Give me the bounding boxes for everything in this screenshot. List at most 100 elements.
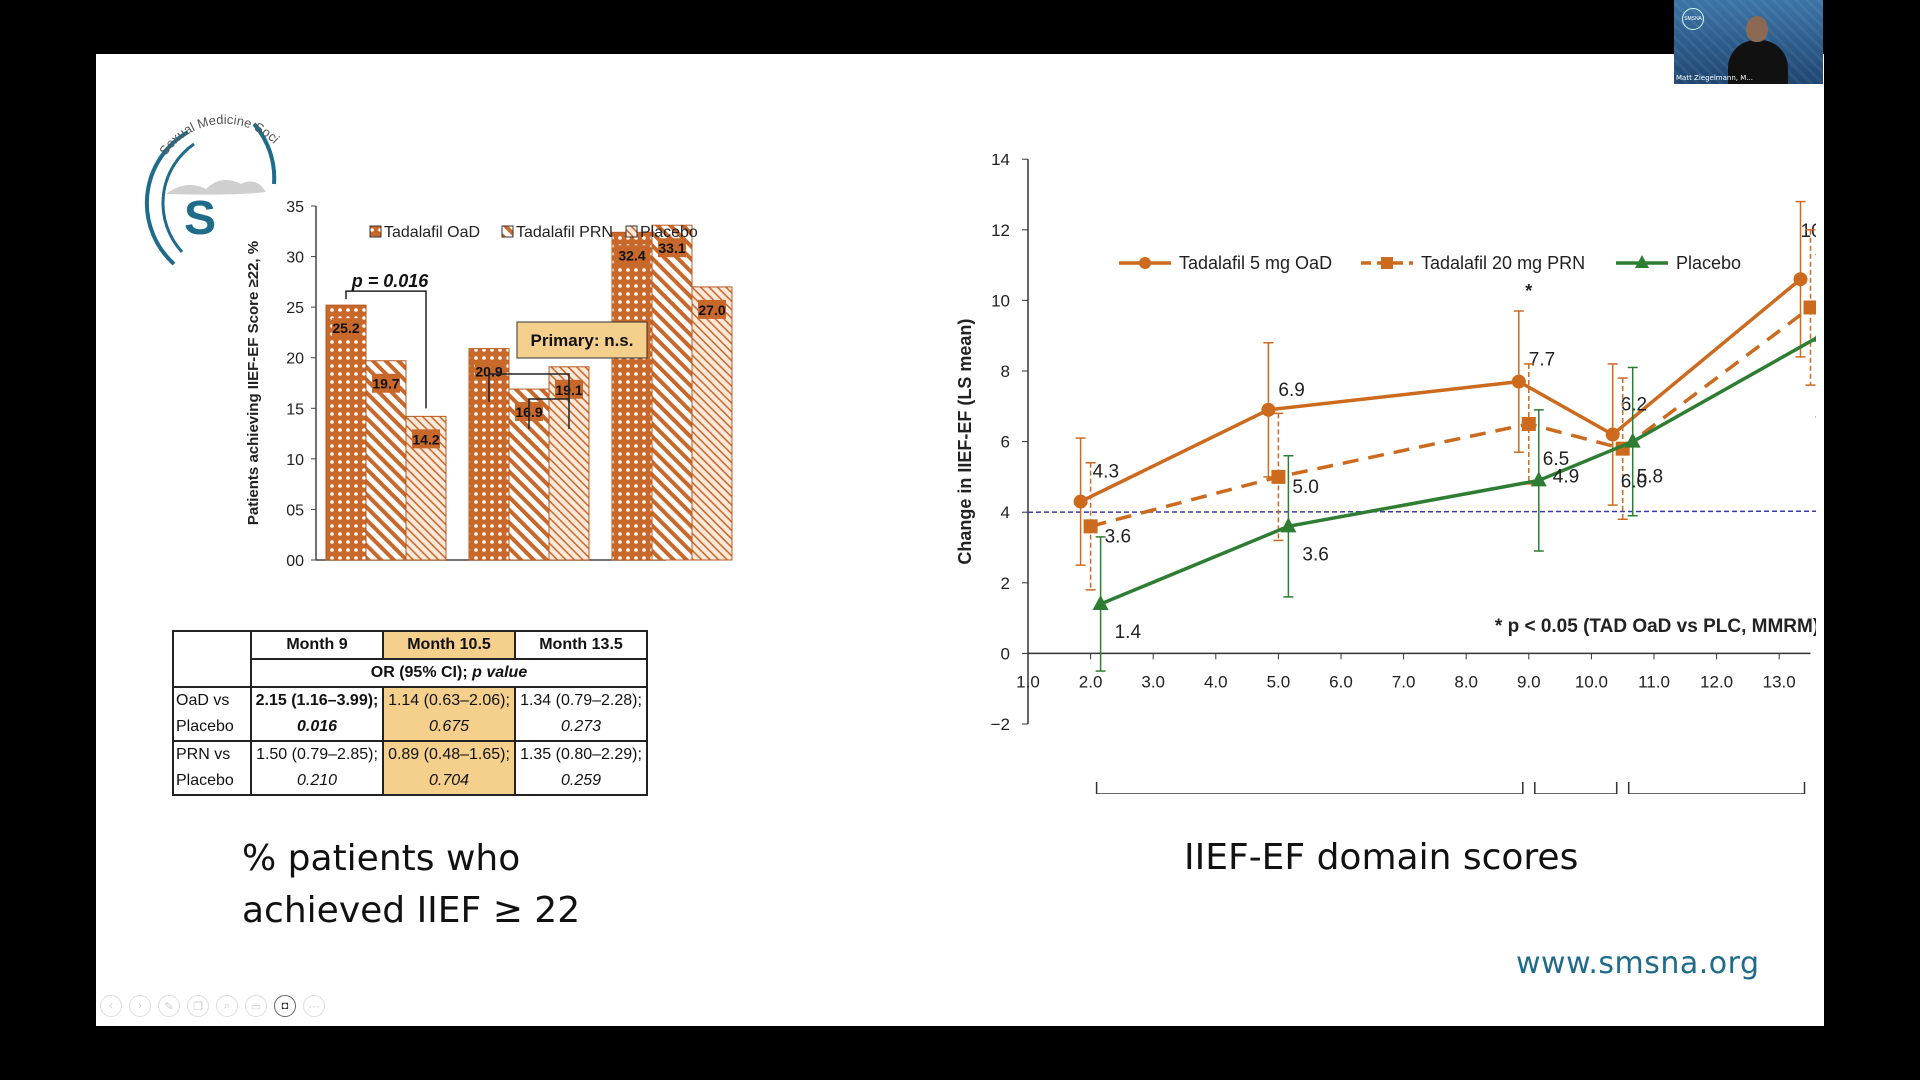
- pen-icon[interactable]: ✎: [158, 995, 180, 1017]
- table-header-month9: Month 9: [250, 630, 384, 660]
- x-tick-label: 4.0: [1204, 672, 1228, 691]
- svg-text:Sexual Medicine Society: Sexual Medicine Society: [126, 84, 283, 158]
- y-tick-label: 4: [1001, 503, 1010, 522]
- point-placebo: [1280, 517, 1297, 533]
- data-label: 7.7: [1529, 350, 1555, 371]
- data-label: 5.0: [1292, 477, 1318, 498]
- table-row: OaD vs Placebo 2.15 (1.16–3.99); 0.016 1.1…: [172, 686, 648, 742]
- y-tick-label: 00: [286, 553, 304, 570]
- bar-value-label: 27.0: [698, 302, 725, 318]
- legend-label: Tadalafil 5 mg OaD: [1179, 253, 1332, 273]
- point-tadalafil-20-mg-prn: [1083, 519, 1098, 534]
- data-label: 6.9: [1278, 380, 1304, 401]
- zoom-icon[interactable]: ⌕: [216, 995, 238, 1017]
- x-tick-label: 2.0: [1079, 672, 1103, 691]
- data-label: 3.6: [1105, 526, 1131, 547]
- legend-marker: [1381, 257, 1393, 269]
- odds-ratio-table: Month 9 Month 10.5 Month 13.5 OR (95% CI…: [172, 630, 648, 796]
- caption-right: IIEF-EF domain scores: [1184, 837, 1579, 878]
- smsna-logo: Sexual Medicine Society S: [126, 84, 283, 266]
- primary-annotation: Primary: n.s.: [531, 331, 634, 350]
- logo-letter: S: [184, 192, 216, 245]
- point-tadalafil-5-mg-oad: [1511, 374, 1526, 389]
- x-tick-label: 6.0: [1329, 672, 1353, 691]
- y-tick-label: 6: [1001, 433, 1010, 452]
- y-axis-title: Patients achieving IIEF-EF Score ≥22, %: [245, 241, 262, 525]
- point-placebo: [1092, 594, 1109, 610]
- pvalue-annotation: p = 0.016: [351, 271, 430, 291]
- bar-value-label: 33.1: [658, 240, 685, 256]
- more-icon[interactable]: ⋯: [303, 995, 325, 1017]
- bar-value-label: 20.9: [475, 364, 502, 380]
- data-label: 1.4: [1115, 622, 1142, 643]
- x-tick-label: 1.0: [1016, 672, 1040, 691]
- bar-label-bg: [698, 299, 726, 319]
- significance-asterisk: *: [1525, 281, 1532, 301]
- data-label: 6.5: [1543, 449, 1569, 470]
- point-placebo: [1530, 471, 1547, 487]
- point-tadalafil-5-mg-oad: [1793, 272, 1808, 287]
- logo-arc-text: Sexual Medicine Society: [126, 84, 283, 158]
- data-label: 10.6: [1801, 221, 1817, 242]
- point-tadalafil-20-mg-prn: [1803, 300, 1816, 315]
- y-tick-label: 10: [286, 452, 304, 469]
- data-label: 6.0: [1621, 472, 1647, 493]
- y-tick-label: 25: [286, 300, 304, 317]
- legend-swatch: [625, 225, 638, 238]
- copy-icon[interactable]: ❐: [187, 995, 209, 1017]
- bar-label-bg: [412, 429, 440, 449]
- smsna-badge-icon: SMSNA: [1682, 8, 1704, 30]
- bar-tadalafil-oad: [325, 304, 367, 561]
- footnote: * p < 0.05 (TAD OaD vs PLC, MMRM): [1495, 616, 1816, 637]
- bar-value-label: 14.2: [412, 431, 439, 447]
- next-icon[interactable]: ›: [129, 995, 151, 1017]
- legend-label: Tadalafil 20 mg PRN: [1421, 253, 1585, 273]
- series-line-tadalafil-5-mg-oad: [1079, 277, 1802, 504]
- series-line-placebo: [1099, 336, 1816, 606]
- data-label: 5.8: [1637, 467, 1663, 488]
- participant-name: Matt Ziegelmann, M...: [1676, 74, 1753, 82]
- x-tick-label: 13.0: [1763, 672, 1796, 691]
- legend-marker: [1635, 255, 1649, 268]
- bar-label-bg: [475, 361, 503, 381]
- legend-marker: [1139, 257, 1151, 269]
- y-tick-label: 0: [1001, 644, 1010, 663]
- legend-label: Tadalafil OaD: [384, 224, 480, 241]
- table-row: PRN vs Placebo 1.50 (0.79–2.85); 0.210 0.8…: [172, 740, 648, 796]
- primary-box: [516, 321, 648, 359]
- point-tadalafil-5-mg-oad: [1605, 427, 1620, 442]
- bar-value-label: 25.2: [332, 320, 359, 336]
- y-tick-label: 2: [1001, 574, 1010, 593]
- legend-swatch: [501, 225, 514, 238]
- secondary-bracket: [528, 398, 570, 429]
- phase-bracket: [1534, 782, 1618, 794]
- y-axis-title: Change in IIEF-EF (LS mean): [955, 319, 975, 565]
- line-chart: −2 0 2 4 6 8 10 12 14 1.0 2.0 3.0 4.0 5.0 6.0 7.0 8.0 9.0…: [955, 154, 1817, 794]
- subtitle-icon[interactable]: ▭: [245, 995, 267, 1017]
- bar-label-bg: [618, 245, 646, 265]
- phase-bracket: [1627, 782, 1806, 794]
- camera-icon[interactable]: ◘: [274, 995, 296, 1017]
- x-tick-label: 8.0: [1454, 672, 1478, 691]
- bar-value-label: 32.4: [618, 247, 645, 263]
- y-tick-label: −2: [991, 715, 1010, 734]
- presentation-slide: Sexual Medicine Society S 00051015202530…: [96, 54, 1824, 1026]
- point-tadalafil-20-mg-prn: [1521, 416, 1536, 431]
- bar-tadalafil-prn: [651, 224, 693, 561]
- presentation-toolbar: ‹ › ✎ ❐ ⌕ ▭ ◘ ⋯: [100, 995, 325, 1017]
- legend-label: Tadalafil PRN: [516, 224, 613, 241]
- participant-video[interactable]: SMSNA Matt Ziegelmann, M...: [1674, 0, 1823, 84]
- prev-icon[interactable]: ‹: [100, 995, 122, 1017]
- point-tadalafil-5-mg-oad: [1261, 402, 1276, 417]
- caption-left: % patients who achieved IIEF ≥ 22: [242, 838, 581, 931]
- y-tick-label: 8: [1001, 362, 1010, 381]
- table-header-month10-5: Month 10.5: [382, 630, 516, 660]
- bar-label-bg: [372, 373, 400, 393]
- bar-chart: 00 05 10 15 20 25 30 35 Patients achieving IIEF-…: [245, 199, 733, 570]
- data-label: 6.2: [1621, 395, 1647, 416]
- y-tick-label: 20: [286, 351, 304, 368]
- data-label: 4.3: [1093, 462, 1119, 483]
- website-url[interactable]: www.smsna.org: [1516, 946, 1760, 981]
- y-tick-label: 30: [286, 250, 304, 267]
- bar-placebo: [691, 286, 733, 561]
